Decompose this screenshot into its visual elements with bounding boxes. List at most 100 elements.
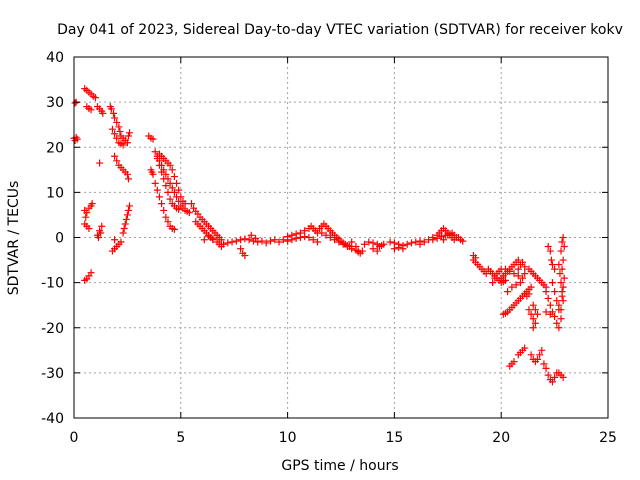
y-tick-label: -30 <box>41 366 64 382</box>
data-point <box>160 175 168 183</box>
data-point <box>546 247 554 255</box>
data-point <box>559 283 567 291</box>
data-point <box>548 261 556 269</box>
data-point <box>175 186 183 194</box>
data-point <box>444 231 452 239</box>
grid-lines <box>74 57 608 418</box>
data-point <box>170 173 178 181</box>
data-point <box>126 202 134 210</box>
data-point <box>551 288 559 296</box>
series-arc-54 <box>544 243 559 273</box>
series-arc-22 <box>220 235 266 248</box>
data-point <box>301 227 309 235</box>
data-point <box>553 297 561 305</box>
series-arc-46 <box>514 344 529 359</box>
data-point <box>531 319 539 327</box>
x-tick-label: 10 <box>279 430 297 446</box>
data-point <box>326 234 334 241</box>
x-tick-label: 20 <box>492 430 510 446</box>
data-point <box>542 308 550 316</box>
data-point <box>551 373 559 381</box>
data-point <box>506 267 514 275</box>
series-arc-09 <box>106 103 134 147</box>
data-point <box>527 310 535 318</box>
data-point <box>546 301 554 309</box>
data-point <box>420 238 428 246</box>
y-axis-label: SDTVAR / TECUs <box>6 181 22 296</box>
data-point <box>275 238 283 246</box>
data-point <box>149 170 157 178</box>
data-point <box>433 234 441 242</box>
data-point <box>482 270 490 278</box>
data-point <box>175 206 183 214</box>
data-point <box>558 238 566 246</box>
data-point <box>559 256 567 264</box>
data-point <box>153 186 161 194</box>
data-point <box>241 252 249 260</box>
series-arc-04 <box>81 200 96 232</box>
data-point <box>369 245 377 253</box>
data-point <box>375 243 383 251</box>
y-tick-label: 20 <box>46 140 64 156</box>
series-arc-52 <box>540 360 567 386</box>
data-point <box>542 364 550 372</box>
data-point <box>534 310 542 318</box>
data-point <box>111 236 119 244</box>
series-arc-45 <box>506 358 518 370</box>
data-point <box>544 294 552 302</box>
data-point <box>224 239 232 247</box>
series-arc-26 <box>284 233 322 246</box>
x-axis-label: GPS time / hours <box>281 458 398 474</box>
data-point <box>91 94 99 102</box>
data-point <box>151 179 159 187</box>
data-point <box>232 237 240 245</box>
series-arc-43 <box>504 270 529 296</box>
data-point <box>559 297 567 305</box>
series-arc-53 <box>542 288 559 320</box>
series-arc-03 <box>81 85 99 114</box>
data-point <box>504 288 512 296</box>
data-point <box>241 235 249 243</box>
series-arc-47 <box>521 290 533 300</box>
data-point <box>155 193 163 201</box>
data-point <box>82 213 90 221</box>
series-arc-19 <box>187 200 225 244</box>
data-point <box>155 161 163 169</box>
data-point <box>322 231 330 239</box>
data-point <box>170 225 178 233</box>
data-point <box>153 155 161 163</box>
data-point <box>85 224 93 232</box>
data-point <box>160 206 168 214</box>
data-point <box>542 288 550 296</box>
data-point <box>200 236 208 244</box>
series-arc-29 <box>348 238 366 257</box>
series-arc-13 <box>119 202 134 237</box>
data-point <box>98 222 106 230</box>
series-arc-36 <box>440 229 460 244</box>
data-point <box>113 134 121 142</box>
data-point <box>448 229 456 237</box>
data-point <box>352 243 360 251</box>
data-point <box>369 239 377 247</box>
data-point <box>205 232 213 240</box>
data-point <box>237 236 245 244</box>
data-point <box>123 170 131 178</box>
x-tick-label: 25 <box>599 430 617 446</box>
data-point <box>119 141 127 149</box>
data-point <box>529 324 537 332</box>
data-point <box>348 238 356 246</box>
data-point <box>279 236 287 244</box>
data-point <box>158 168 166 176</box>
data-point <box>254 238 262 246</box>
data-point <box>403 240 411 248</box>
data-point <box>335 238 343 246</box>
data-point <box>123 211 131 219</box>
data-point <box>115 123 123 131</box>
data-point <box>546 310 554 318</box>
data-point <box>288 236 296 244</box>
data-point <box>228 238 236 246</box>
data-point <box>113 118 121 126</box>
data-point <box>512 281 520 289</box>
data-point <box>116 127 124 135</box>
